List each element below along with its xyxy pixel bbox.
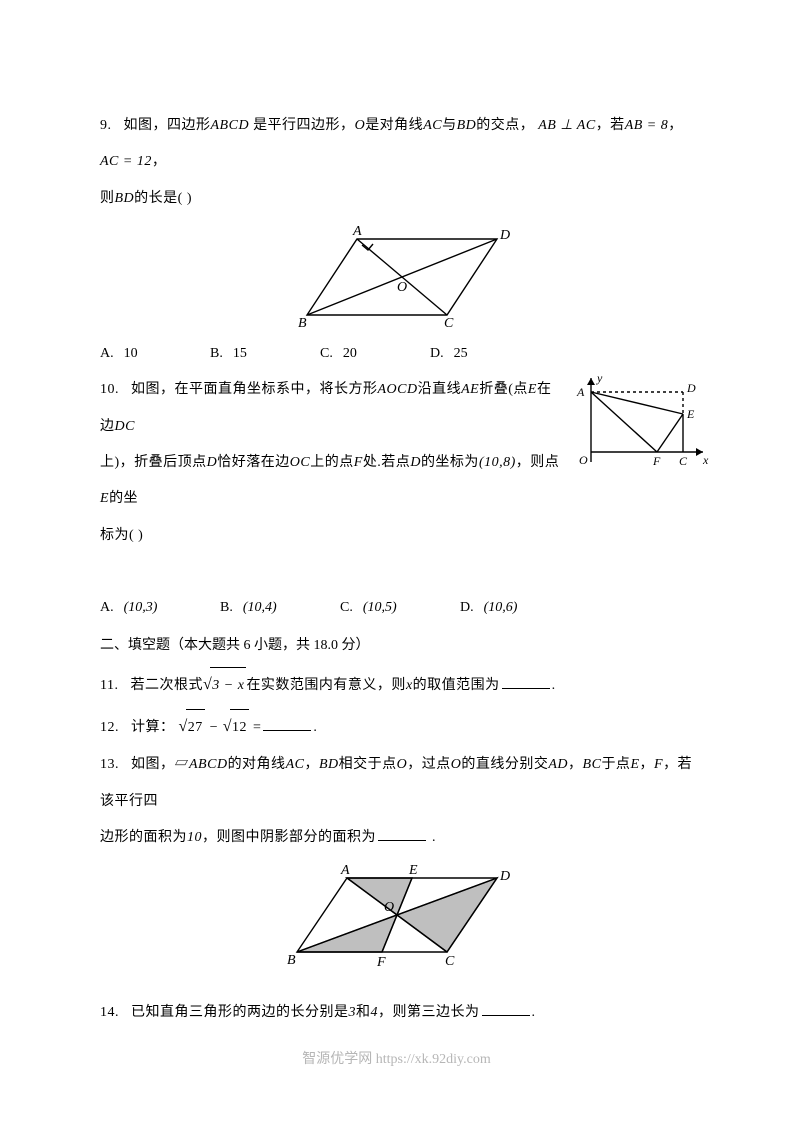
q9-t4: 与 [442,118,457,133]
q10-figure: y x A D E O F C [573,372,713,481]
q9-line1: 9. 如图，四边形ABCD 是平行四边形，O是对角线AC与BD的交点， AB ⊥… [100,108,703,181]
q9-comma: ， [668,118,683,133]
q14-blank [482,1001,530,1016]
svg-text:y: y [596,372,603,385]
q11-blank [502,674,550,689]
q9-t7: ， [152,154,167,169]
q9-label-C: C [444,316,454,331]
page-footer: 智源优学网 https://xk.92diy.com [0,1048,793,1068]
q9-perp: AB ⊥ AC [538,118,595,133]
q13-line1: 13. 如图，▱ABCD的对角线AC，BD相交于点O，过点O的直线分别交AD，B… [100,747,703,820]
svg-text:A: A [340,863,350,878]
q11-line: 11. 若二次根式√3 − x在实数范围内有意义，则x的取值范围为. [100,664,703,706]
q10-choice-A: A.(10,3) [100,600,220,616]
q10-number: 10. [100,382,119,397]
q9-line2: 则BD的长是( ) [100,181,703,217]
q9-label-B: B [298,316,307,331]
svg-text:C: C [679,454,688,468]
q9-choice-B: B.15 [210,346,320,362]
q9-label-O: O [397,280,407,295]
q9-ac: AC [423,118,442,133]
svg-text:F: F [652,454,661,468]
q9-l2a: 则 [100,191,115,206]
q14-line: 14. 已知直角三角形的两边的长分别是3和4，则第三边长为. [100,995,703,1031]
q13-figure: A D B C E F O [100,862,703,977]
q9-l2b: 的长是( ) [134,191,192,206]
q9-bd: BD [457,118,477,133]
q9-choice-D: D.25 [430,346,540,362]
svg-text:F: F [376,955,386,970]
q10-line3: 标为( ) [100,518,560,554]
q9-number: 9. [100,118,112,133]
q10-choices: A.(10,3) B.(10,4) C.(10,5) D.(10,6) [100,600,580,616]
svg-text:C: C [445,954,455,969]
svg-text:D: D [499,869,510,884]
q9-abcd: ABCD [211,118,250,133]
q10-block: 10. 如图，在平面直角坐标系中，将长方形AOCD沿直线AE折叠(点E在边DC … [100,372,703,554]
q9-l2bd: BD [115,191,135,206]
q9-O: O [355,118,366,133]
q9-label-A: A [352,224,362,239]
q9-label-D: D [499,228,510,243]
svg-text:E: E [408,863,418,878]
q9-choice-C: C.20 [320,346,430,362]
q9-choices: A.10 B.15 C.20 D.25 [100,346,540,362]
svg-text:O: O [579,453,588,467]
svg-text:E: E [686,407,695,421]
q9-t3: 是对角线 [365,118,423,133]
q9-t1: 如图，四边形 [124,118,211,133]
q10-line2: 上)，折叠后顶点D恰好落在边OC上的点F处.若点D的坐标为(10,8)，则点E的… [100,445,560,518]
svg-text:x: x [702,453,709,467]
q9-aceq: AC = 12 [100,154,152,169]
q10-choice-D: D.(10,6) [460,600,580,616]
q13-line2: 边形的面积为10，则图中阴影部分的面积为 . [100,820,703,856]
q13-blank [378,826,426,841]
svg-text:O: O [384,900,394,915]
q9-svg: A D B C O [262,223,542,331]
q9-t5: 的交点， [476,118,534,133]
exam-page: 9. 如图，四边形ABCD 是平行四边形，O是对角线AC与BD的交点， AB ⊥… [0,0,793,1122]
q9-figure: A D B C O [100,223,703,336]
q12-blank [263,716,311,731]
svg-text:A: A [576,385,585,399]
q10-line1: 10. 如图，在平面直角坐标系中，将长方形AOCD沿直线AE折叠(点E在边DC [100,372,560,445]
q9-t6: ，若 [596,118,625,133]
q10-choice-C: C.(10,5) [340,600,460,616]
svg-text:B: B [287,953,296,968]
section2-heading: 二、填空题（本大题共 6 小题，共 18.0 分） [100,634,703,654]
q9-t2: 是平行四边形， [253,118,355,133]
q10-choice-B: B.(10,4) [220,600,340,616]
q9-abeq: AB = 8 [625,118,669,133]
q12-line: 12. 计算： √27 − √12 =. [100,706,703,748]
svg-text:D: D [686,381,696,395]
q9-choice-A: A.10 [100,346,210,362]
